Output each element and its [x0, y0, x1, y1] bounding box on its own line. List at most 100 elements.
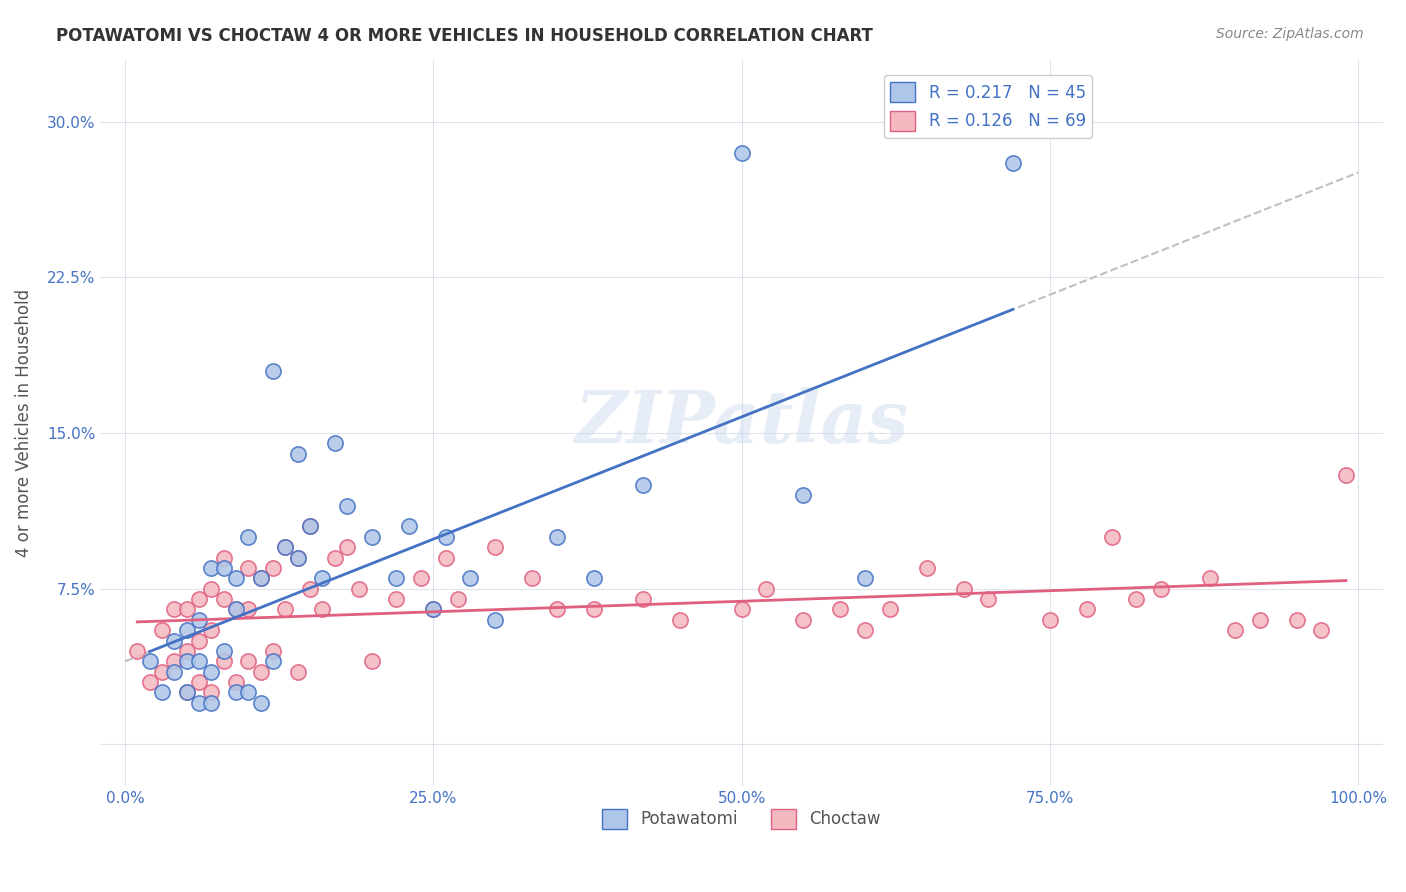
Point [187, 696, 209, 710]
Point [287, 665, 309, 679]
Point [1285, 613, 1308, 627]
Point [434, 550, 457, 565]
Point [163, 633, 186, 648]
Point [730, 145, 752, 160]
Point [1150, 582, 1173, 596]
Point [977, 592, 1000, 607]
Point [349, 582, 371, 596]
Point [262, 364, 284, 378]
Point [582, 602, 605, 616]
Point [187, 675, 209, 690]
Point [915, 561, 938, 575]
Point [249, 696, 271, 710]
Point [546, 530, 568, 544]
Point [1334, 467, 1357, 482]
Point [176, 644, 198, 658]
Point [225, 571, 247, 585]
Point [1001, 156, 1024, 170]
Point [150, 685, 173, 699]
Point [409, 571, 432, 585]
Point [200, 561, 222, 575]
Point [249, 571, 271, 585]
Point [200, 623, 222, 637]
Point [225, 685, 247, 699]
Point [287, 550, 309, 565]
Point [298, 519, 321, 533]
Point [631, 592, 654, 607]
Point [176, 685, 198, 699]
Point [163, 665, 186, 679]
Point [398, 519, 420, 533]
Y-axis label: 4 or more Vehicles in Household: 4 or more Vehicles in Household [15, 289, 32, 557]
Point [458, 571, 481, 585]
Point [287, 447, 309, 461]
Point [212, 592, 235, 607]
Point [212, 561, 235, 575]
Point [434, 530, 457, 544]
Point [385, 571, 408, 585]
Text: Source: ZipAtlas.com: Source: ZipAtlas.com [1216, 27, 1364, 41]
Point [176, 623, 198, 637]
Point [1101, 530, 1123, 544]
Point [298, 519, 321, 533]
Point [1199, 571, 1222, 585]
Point [225, 602, 247, 616]
Point [187, 613, 209, 627]
Point [187, 654, 209, 668]
Point [274, 540, 297, 554]
Point [360, 530, 382, 544]
Point [150, 665, 173, 679]
Point [200, 696, 222, 710]
Point [669, 613, 692, 627]
Point [792, 488, 814, 502]
Point [238, 654, 260, 668]
Point [484, 613, 506, 627]
Point [262, 654, 284, 668]
Point [200, 582, 222, 596]
Point [225, 602, 247, 616]
Point [582, 571, 605, 585]
Point [323, 436, 346, 450]
Point [238, 530, 260, 544]
Point [336, 499, 359, 513]
Text: ZIPatlas: ZIPatlas [575, 387, 908, 458]
Point [238, 602, 260, 616]
Point [200, 685, 222, 699]
Point [249, 665, 271, 679]
Point [238, 685, 260, 699]
Point [138, 675, 160, 690]
Point [274, 540, 297, 554]
Point [1223, 623, 1246, 637]
Point [1076, 602, 1098, 616]
Point [212, 550, 235, 565]
Point [262, 561, 284, 575]
Point [287, 550, 309, 565]
Point [755, 582, 778, 596]
Point [853, 623, 876, 637]
Point [187, 592, 209, 607]
Point [484, 540, 506, 554]
Point [274, 602, 297, 616]
Point [631, 478, 654, 492]
Point [546, 602, 568, 616]
Point [212, 644, 235, 658]
Point [853, 571, 876, 585]
Point [447, 592, 470, 607]
Point [311, 571, 333, 585]
Point [1039, 613, 1062, 627]
Point [163, 654, 186, 668]
Point [422, 602, 444, 616]
Point [336, 540, 359, 554]
Point [311, 602, 333, 616]
Point [360, 654, 382, 668]
Point [187, 633, 209, 648]
Point [249, 571, 271, 585]
Point [730, 602, 752, 616]
Point [323, 550, 346, 565]
Point [385, 592, 408, 607]
Point [1310, 623, 1333, 637]
Point [1249, 613, 1271, 627]
Point [830, 602, 852, 616]
Point [150, 623, 173, 637]
Point [176, 685, 198, 699]
